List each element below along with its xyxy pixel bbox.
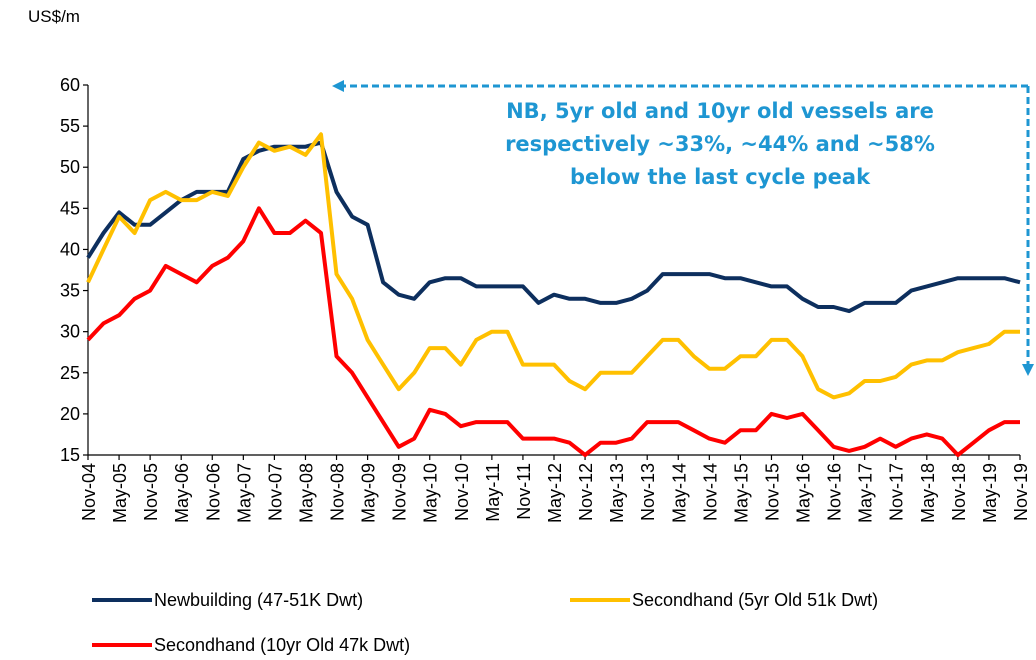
x-tick-label: Nov-10 xyxy=(452,463,472,521)
x-tick-label: May-18 xyxy=(918,463,938,523)
y-tick-label: 20 xyxy=(60,404,80,424)
x-tick-label: Nov-15 xyxy=(762,463,782,521)
x-tick-label: Nov-19 xyxy=(1011,463,1031,521)
y-tick-label: 55 xyxy=(60,116,80,136)
x-tick-label: Nov-14 xyxy=(700,463,720,521)
x-tick-label: May-14 xyxy=(669,463,689,523)
x-tick-label: Nov-09 xyxy=(390,463,410,521)
y-tick-label: 35 xyxy=(60,281,80,301)
y-unit-label: US$/m xyxy=(28,7,80,26)
x-tick-label: Nov-08 xyxy=(328,463,348,521)
legend-label: Newbuilding (47-51K Dwt) xyxy=(154,590,363,610)
x-tick-label: May-06 xyxy=(172,463,192,523)
x-tick-label: May-17 xyxy=(856,463,876,523)
x-tick-label: Nov-18 xyxy=(949,463,969,521)
x-tick-label: May-08 xyxy=(296,463,316,523)
x-tick-label: May-13 xyxy=(607,463,627,523)
x-tick-label: Nov-13 xyxy=(638,463,658,521)
y-tick-label: 15 xyxy=(60,445,80,465)
x-tick-label: May-19 xyxy=(980,463,1000,523)
x-tick-label: May-09 xyxy=(359,463,379,523)
x-tick-label: May-10 xyxy=(421,463,441,523)
x-tick-label: May-16 xyxy=(794,463,814,523)
legend-label: Secondhand (5yr Old 51k Dwt) xyxy=(632,590,878,610)
x-tick-label: Nov-11 xyxy=(514,463,534,520)
y-tick-label: 25 xyxy=(60,363,80,383)
series-line xyxy=(86,132,1020,400)
x-tick-label: Nov-07 xyxy=(265,463,285,521)
series-line xyxy=(86,206,1020,457)
annotation-line: respectively ~33%, ~44% and ~58% xyxy=(505,132,935,156)
x-tick-label: May-15 xyxy=(731,463,751,523)
x-tick-label: Nov-16 xyxy=(825,463,845,521)
x-tick-label: Nov-06 xyxy=(203,463,223,521)
x-tick-label: May-11 xyxy=(483,463,503,522)
x-tick-label: Nov-17 xyxy=(887,463,907,521)
x-tick-label: Nov-12 xyxy=(576,463,596,521)
x-tick-label: May-12 xyxy=(545,463,565,523)
y-tick-label: 50 xyxy=(60,157,80,177)
x-tick-label: May-05 xyxy=(110,463,130,523)
y-tick-label: 45 xyxy=(60,198,80,218)
x-tick-label: Nov-05 xyxy=(141,463,161,521)
annotation: NB, 5yr old and 10yr old vessels are resp… xyxy=(505,99,935,189)
y-tick-label: 30 xyxy=(60,322,80,342)
y-tick-label: 40 xyxy=(60,239,80,259)
x-tick-label: May-07 xyxy=(234,463,254,523)
annotation-line: below the last cycle peak xyxy=(570,165,871,189)
x-tick-label: Nov-04 xyxy=(79,463,99,521)
annotation-line: NB, 5yr old and 10yr old vessels are xyxy=(506,99,934,123)
y-tick-label: 60 xyxy=(60,75,80,95)
legend-label: Secondhand (10yr Old 47k Dwt) xyxy=(154,635,410,655)
series-line xyxy=(86,140,1021,314)
